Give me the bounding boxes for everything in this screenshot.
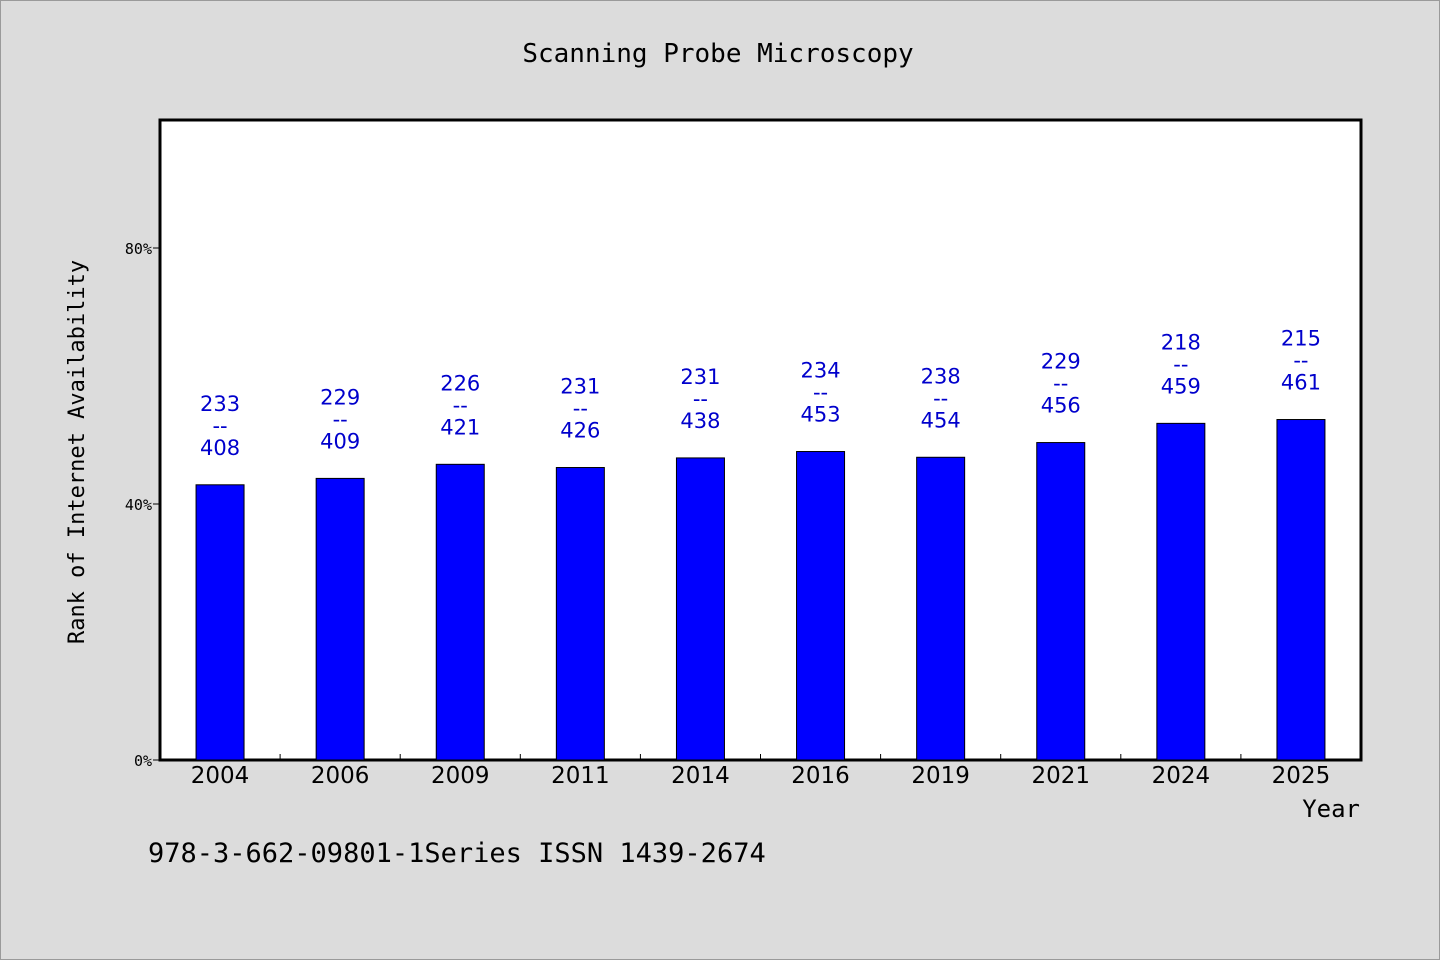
bar-label-separator: -- — [1293, 349, 1308, 373]
bar-label-bottom: 409 — [320, 429, 360, 453]
y-axis: 0% 40% 80% — [125, 240, 160, 770]
bar-label-bottom: 426 — [560, 419, 600, 443]
bar-label-bottom: 453 — [801, 403, 841, 427]
y-tick-label: 80% — [125, 240, 152, 258]
x-tick-label: 2009 — [431, 763, 490, 789]
bar-series — [195, 419, 1326, 761]
x-tick-label: 2024 — [1152, 763, 1211, 789]
bar-label-separator: -- — [453, 393, 468, 417]
bar-label-separator: -- — [333, 407, 348, 431]
y-axis-label: Rank of Internet Availability — [65, 260, 90, 644]
bar-label-top: 226 — [440, 371, 480, 395]
x-tick-label: 2004 — [191, 763, 250, 789]
bar-label-top: 218 — [1161, 330, 1201, 354]
bar — [1156, 422, 1206, 761]
bar-label-separator: -- — [1053, 372, 1068, 396]
bar-label-separator: -- — [933, 386, 948, 410]
bar — [916, 456, 966, 761]
bar-label-bottom: 421 — [440, 415, 480, 439]
bar — [315, 477, 365, 761]
bar-label-bottom: 438 — [680, 409, 720, 433]
x-axis: 2004 2006 2009 2011 2014 2016 2019 2021 2024 2025 — [191, 754, 1330, 789]
x-tick-label: 2014 — [671, 763, 730, 789]
bar-label-separator: -- — [212, 414, 227, 438]
x-tick-label: 2006 — [311, 763, 370, 789]
x-tick-label: 2019 — [911, 763, 970, 789]
bar — [435, 463, 485, 761]
bar-labels: 233--408229--409226--421231--426231--438… — [200, 327, 1321, 460]
footer-text: 978-3-662-09801-1Series ISSN 1439-2674 — [148, 838, 766, 869]
bar-label-bottom: 459 — [1161, 374, 1201, 398]
chart-title: Scanning Probe Microscopy — [522, 39, 913, 69]
bar-label-top: 229 — [1041, 350, 1081, 374]
bar-label-bottom: 454 — [921, 408, 961, 432]
bar-label-separator: -- — [693, 387, 708, 411]
bar-label-top: 238 — [921, 364, 961, 388]
bar — [195, 484, 245, 761]
bar-label-bottom: 461 — [1281, 371, 1321, 395]
x-tick-label: 2011 — [551, 763, 610, 789]
bar-label-top: 231 — [560, 375, 600, 399]
bar-label-separator: -- — [1173, 352, 1188, 376]
x-axis-label: Year — [1302, 795, 1360, 823]
bar — [1036, 442, 1086, 761]
bar-label-bottom: 408 — [200, 436, 240, 460]
bar — [1276, 419, 1326, 761]
bar — [555, 467, 605, 761]
bar-label-separator: -- — [573, 397, 588, 421]
bar-label-top: 215 — [1281, 327, 1321, 351]
x-tick-label: 2016 — [791, 763, 850, 789]
bar-label-top: 229 — [320, 385, 360, 409]
bar-label-top: 234 — [801, 359, 841, 383]
y-tick-label: 40% — [125, 496, 152, 514]
bar-label-separator: -- — [813, 381, 828, 405]
bar-label-top: 231 — [680, 365, 720, 389]
x-tick-label: 2025 — [1272, 763, 1331, 789]
x-tick-label: 2021 — [1031, 763, 1090, 789]
bar — [675, 457, 725, 761]
bar-label-top: 233 — [200, 392, 240, 416]
bar — [796, 451, 846, 761]
bar-label-bottom: 456 — [1041, 394, 1081, 418]
y-tick-label: 0% — [134, 752, 152, 770]
